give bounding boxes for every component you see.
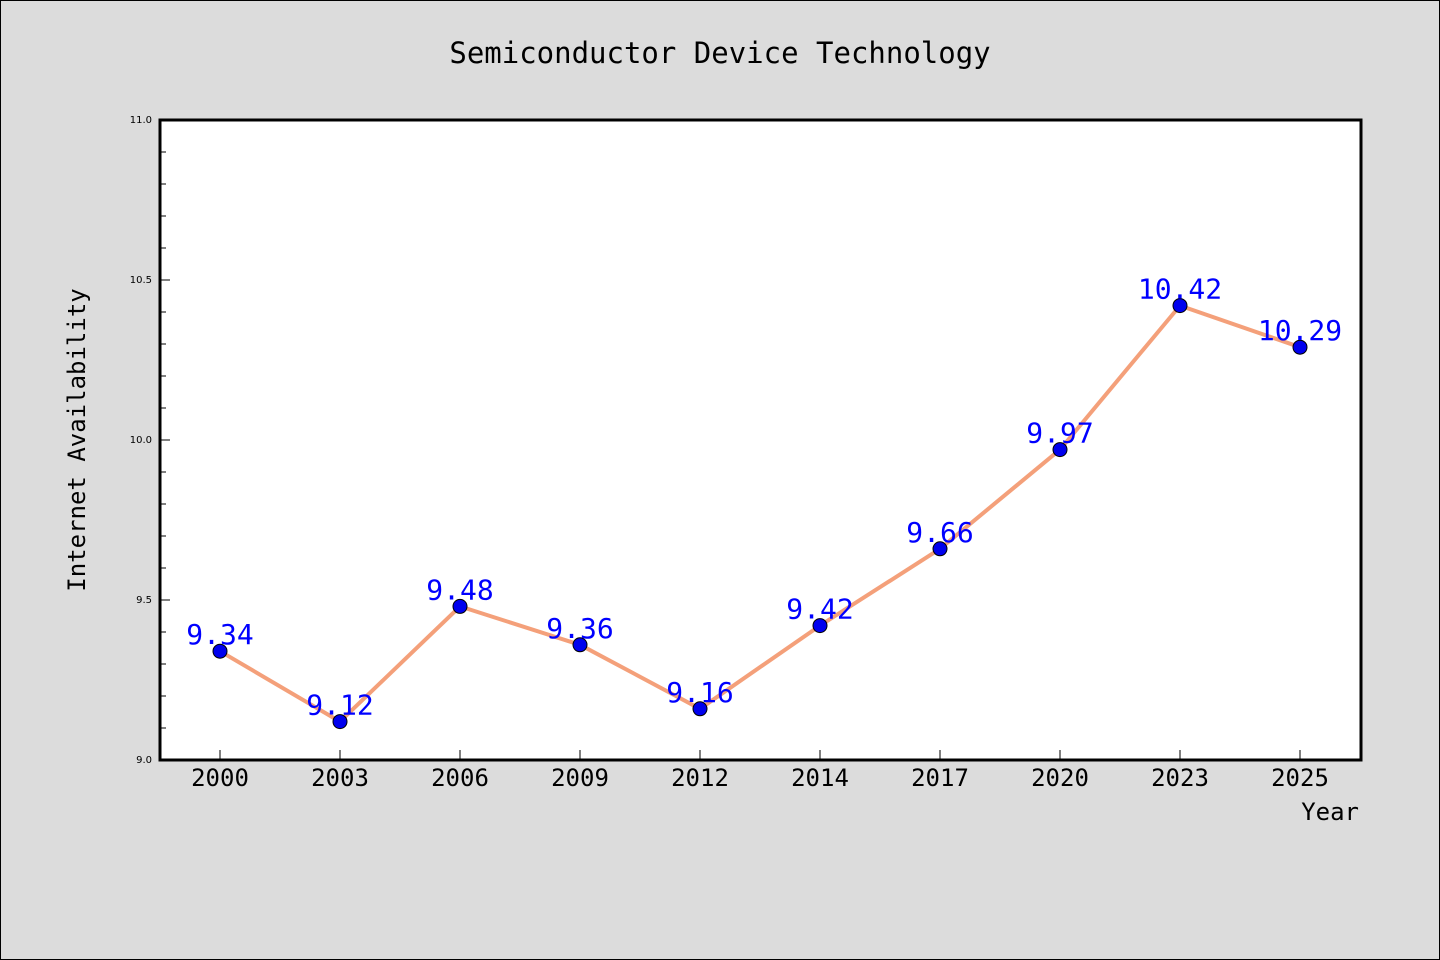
data-point	[692, 701, 708, 717]
data-label: 9.48	[426, 573, 493, 606]
series-markers	[212, 298, 1308, 730]
x-tick-label: 2014	[791, 764, 849, 792]
chart-title: Semiconductor Device Technology	[449, 36, 990, 70]
data-label: 10.29	[1258, 314, 1342, 347]
y-tick-label: 10.0	[130, 435, 152, 446]
data-label: 9.34	[186, 618, 253, 651]
data-label: 9.36	[546, 612, 613, 645]
y-axis-label: Internet Availability	[63, 288, 91, 591]
x-axis: 2000 2003 2006 2009 2012 2014 2017 2020 2023 2025	[191, 750, 1329, 792]
x-axis-label: Year	[1301, 798, 1359, 826]
data-point	[212, 643, 228, 659]
x-tick-label: 2012	[671, 764, 729, 792]
y-tick-label: 10.5	[130, 275, 152, 286]
series-line	[218, 303, 1301, 724]
data-point	[452, 598, 468, 614]
data-label: 9.16	[666, 676, 733, 709]
data-point	[1172, 298, 1188, 314]
x-tick-label: 2003	[311, 764, 369, 792]
data-point	[332, 714, 348, 730]
data-label: 9.97	[1026, 417, 1093, 450]
data-labels: 9.34 9.12 9.48 9.36 9.16 9.42 9.66 9.97 10.42 10.…	[186, 273, 1342, 722]
x-tick-label: 2020	[1031, 764, 1089, 792]
x-tick-label: 2025	[1271, 764, 1329, 792]
x-tick-label: 2017	[911, 764, 969, 792]
x-tick-label: 2000	[191, 764, 249, 792]
y-tick-label: 11.0	[130, 115, 152, 126]
y-axis: 9.0 9.5 10.0 10.5 11.0	[130, 115, 170, 766]
data-point	[1052, 442, 1068, 458]
data-label: 9.42	[786, 593, 853, 626]
y-tick-label: 9.0	[136, 755, 152, 766]
data-point	[932, 541, 948, 557]
data-label: 9.66	[906, 516, 973, 549]
x-tick-label: 2023	[1151, 764, 1209, 792]
x-tick-label: 2006	[431, 764, 489, 792]
x-tick-label: 2009	[551, 764, 609, 792]
data-point	[1292, 339, 1308, 355]
data-label: 9.12	[306, 689, 373, 722]
y-tick-label: 9.5	[136, 595, 152, 606]
data-point	[812, 618, 828, 634]
data-label: 10.42	[1138, 273, 1222, 306]
plot-area	[158, 118, 1363, 762]
data-point	[572, 637, 588, 653]
